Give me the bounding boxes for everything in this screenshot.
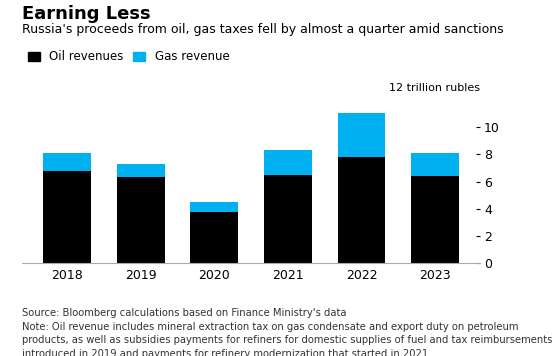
Bar: [411, 153, 459, 176]
Bar: [43, 153, 91, 171]
Legend: Oil revenues, Gas revenue: Oil revenues, Gas revenue: [28, 51, 229, 63]
Bar: [117, 164, 165, 178]
Bar: [338, 113, 386, 157]
Text: Russia's proceeds from oil, gas taxes fell by almost a quarter amid sanctions: Russia's proceeds from oil, gas taxes fe…: [22, 23, 504, 36]
Bar: [117, 178, 165, 263]
Text: Source: Bloomberg calculations based on Finance Ministry's data
Note: Oil revenu: Source: Bloomberg calculations based on …: [22, 308, 552, 356]
Text: Earning Less: Earning Less: [22, 5, 151, 23]
Bar: [264, 150, 312, 175]
Text: 12 trillion rubles: 12 trillion rubles: [389, 83, 480, 93]
Bar: [190, 202, 238, 211]
Bar: [190, 211, 238, 263]
Bar: [43, 171, 91, 263]
Bar: [338, 157, 386, 263]
Bar: [411, 176, 459, 263]
Bar: [264, 175, 312, 263]
